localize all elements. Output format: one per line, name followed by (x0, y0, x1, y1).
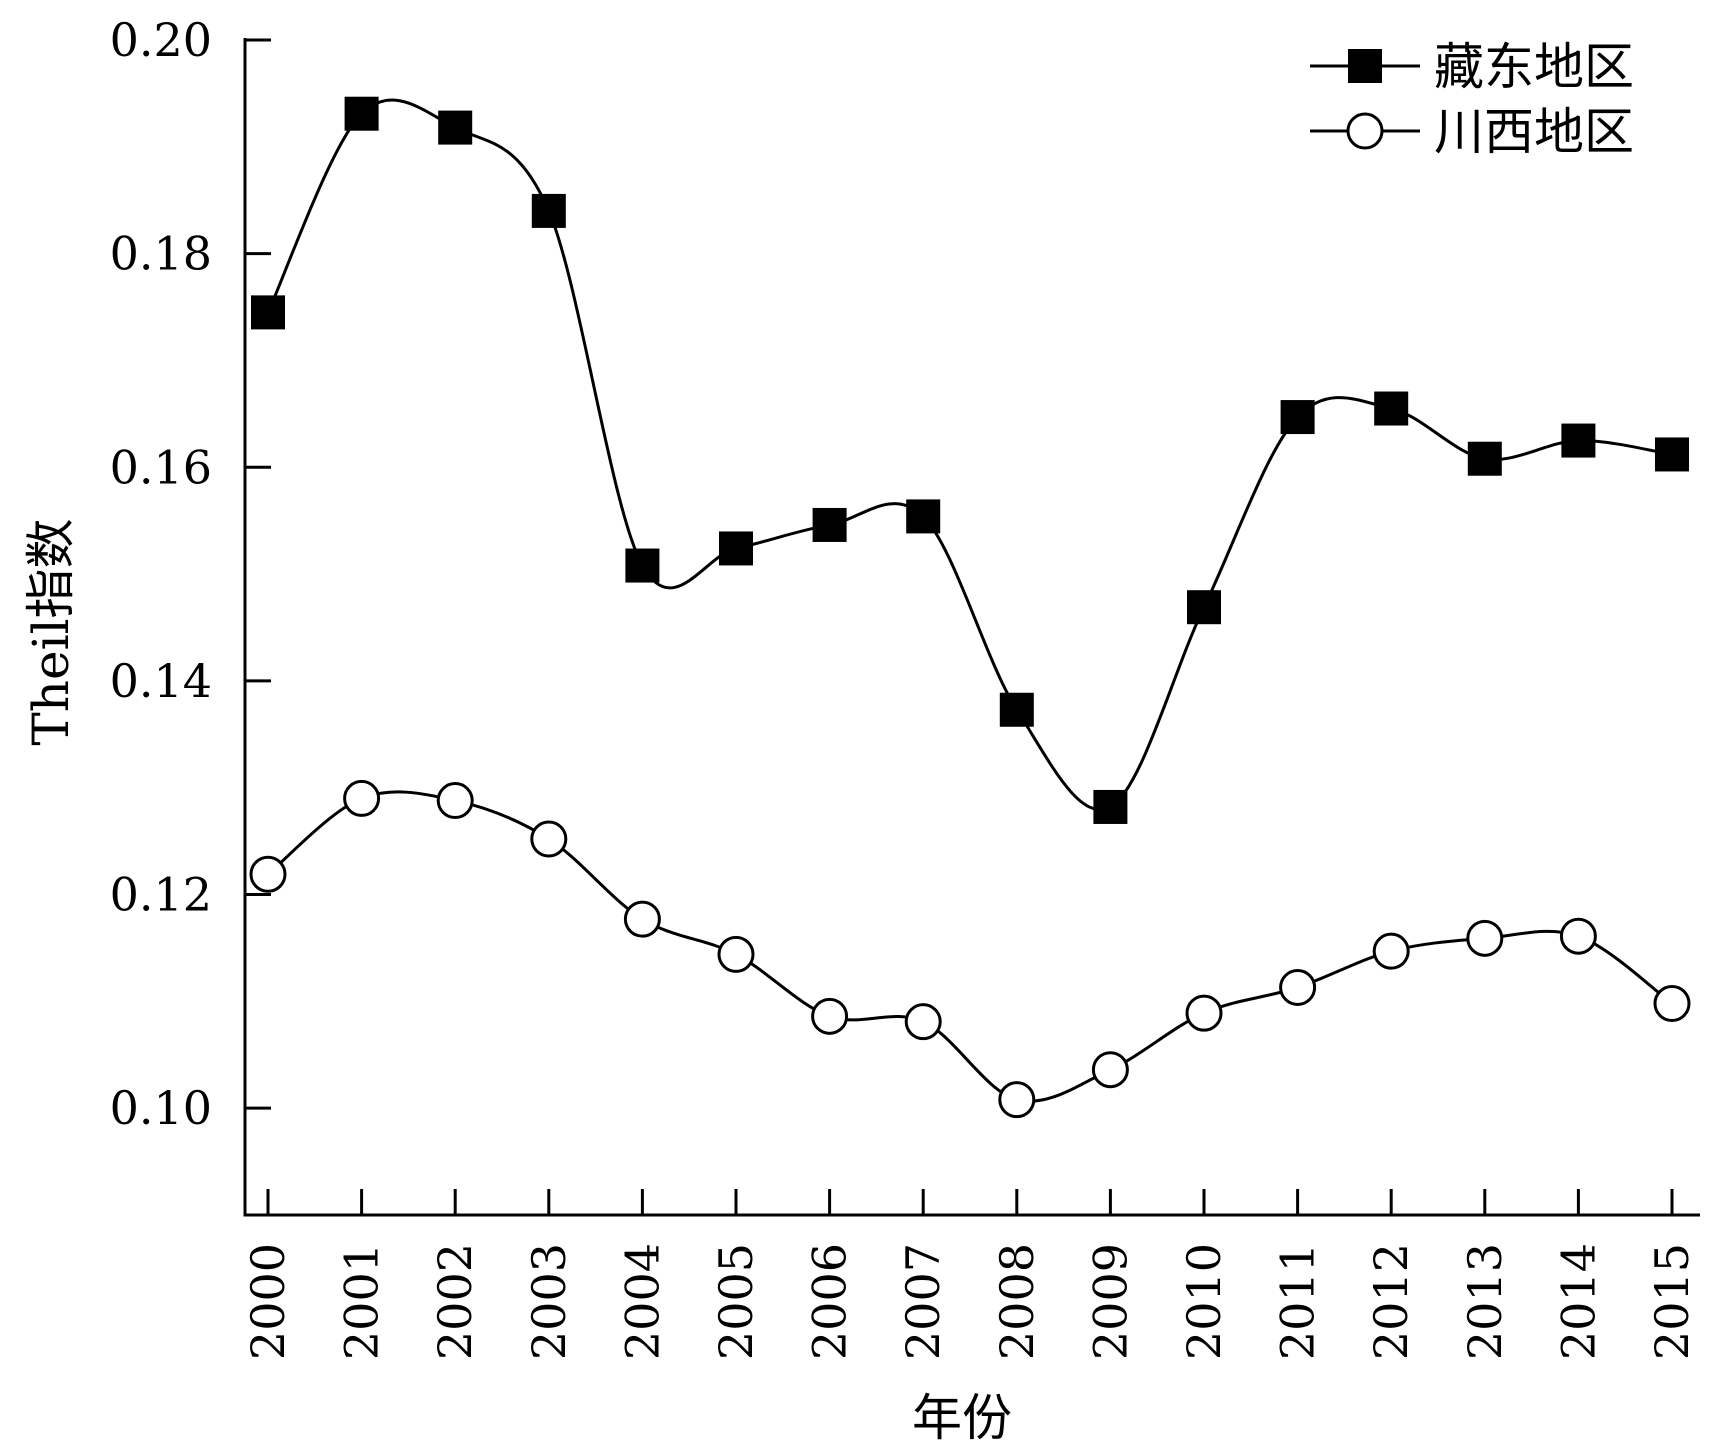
y-tick-label: 0.14 (110, 654, 212, 708)
x-tick-label: 2010 (1177, 1243, 1231, 1360)
legend-item-series-1: 藏东地区 (1310, 38, 1634, 96)
series-1 (251, 96, 1689, 824)
y-tick-label: 0.16 (110, 440, 212, 494)
data-point-square (344, 96, 379, 131)
legend: 藏东地区 川西地区 (1310, 38, 1634, 161)
legend-label-series-2: 川西地区 (1434, 103, 1634, 161)
x-tick-label: 2003 (522, 1243, 576, 1360)
series-1-line (266, 98, 1673, 811)
x-tick-label: 2008 (990, 1243, 1044, 1360)
x-tick-label: 2013 (1458, 1243, 1512, 1360)
data-point-square (531, 193, 566, 228)
x-axis-title: 年份 (912, 1389, 1012, 1447)
x-tick-label: 2002 (428, 1243, 482, 1360)
data-point-circle (1653, 985, 1691, 1022)
x-tick-label: 2015 (1645, 1243, 1699, 1360)
series-2-line (267, 790, 1673, 1103)
data-point-circle (436, 782, 474, 820)
y-axis-title: Theil指数 (22, 518, 80, 745)
x-axis-ticks: 2000 2001 2002 2003 2004 2005 2006 2007 2008 2009… (241, 1189, 1699, 1360)
series-2 (249, 779, 1691, 1119)
data-point-square (438, 110, 473, 145)
legend-label-series-1: 藏东地区 (1434, 38, 1634, 96)
data-point-circle (1279, 968, 1317, 1006)
data-point-square (251, 295, 285, 330)
data-point-square (625, 548, 660, 583)
data-point-square (1467, 441, 1502, 476)
x-tick-label: 2014 (1551, 1243, 1605, 1360)
data-point-square (1280, 400, 1315, 435)
data-point-circle (623, 900, 661, 938)
data-point-circle (343, 779, 381, 817)
data-point-circle (1466, 919, 1504, 957)
data-point-square (1093, 789, 1128, 824)
axes (243, 38, 1700, 1217)
legend-marker-filled-square (1348, 49, 1382, 83)
data-point-square (1561, 423, 1596, 458)
data-point-square (906, 499, 941, 534)
data-point-square (1187, 590, 1221, 625)
y-axis-ticks: 0.10 0.12 0.14 0.16 0.18 0.20 (110, 13, 271, 1135)
data-point-square (1655, 437, 1689, 472)
data-point-circle (249, 855, 287, 893)
data-point-circle (998, 1081, 1036, 1119)
data-point-circle (1185, 994, 1223, 1032)
data-point-circle (904, 1003, 942, 1041)
x-tick-label: 2007 (896, 1243, 950, 1360)
data-point-circle (811, 997, 849, 1035)
series-layer (249, 96, 1691, 1119)
data-point-square (999, 692, 1034, 727)
y-tick-label: 0.10 (110, 1081, 212, 1135)
data-point-square (1374, 391, 1409, 426)
data-point-square (719, 531, 753, 566)
x-tick-label: 2012 (1364, 1243, 1418, 1360)
data-point-circle (1091, 1051, 1129, 1089)
data-point-circle (717, 935, 755, 973)
x-tick-label: 2004 (615, 1243, 669, 1360)
x-tick-label: 2000 (241, 1243, 295, 1360)
x-tick-label: 2006 (803, 1243, 857, 1360)
legend-marker-open-circle (1346, 112, 1384, 150)
legend-item-series-2: 川西地区 (1310, 103, 1634, 161)
data-point-circle (530, 820, 568, 858)
data-point-square (812, 507, 847, 542)
x-tick-label: 2009 (1083, 1243, 1137, 1360)
y-tick-label: 0.12 (110, 868, 212, 922)
x-tick-label: 2001 (335, 1243, 389, 1360)
data-point-circle (1559, 917, 1597, 955)
data-point-circle (1372, 932, 1410, 970)
y-tick-label: 0.20 (110, 13, 212, 67)
y-tick-label: 0.18 (110, 227, 212, 281)
x-tick-label: 2005 (709, 1243, 763, 1360)
x-tick-label: 2011 (1271, 1243, 1325, 1360)
